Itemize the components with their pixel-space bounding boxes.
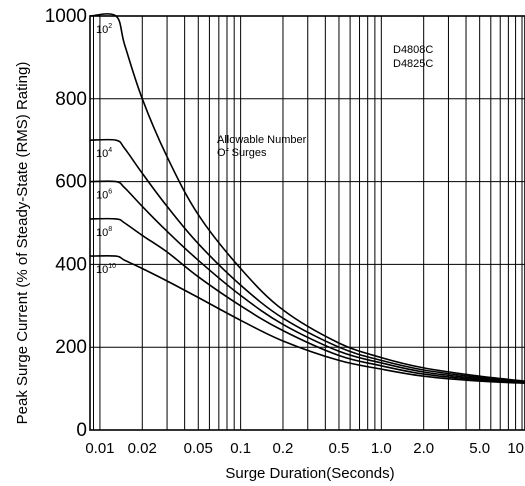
legend-d4808c: D4808C — [393, 44, 433, 56]
tick-labels: 0 200 400 600 800 1000 0.01 0.02 0.05 0.1 0.2 0.5 1.… — [45, 6, 524, 457]
x-tick-label: 2.0 — [413, 440, 434, 457]
x-tick-label: 0.1 — [230, 440, 251, 457]
series-line-10e8 — [89, 217, 525, 384]
x-tick-label: 0.05 — [184, 440, 213, 457]
series-line-10e2 — [89, 13, 525, 382]
x-tick-label: 0.5 — [329, 440, 350, 457]
series-label-10e2: 102 — [96, 23, 112, 36]
grid — [89, 15, 525, 431]
x-tick-label: 0.02 — [128, 440, 157, 457]
y-tick-label: 800 — [55, 89, 87, 110]
annotation-of-surges: Of Surges — [217, 147, 267, 159]
x-tick-label: 0.2 — [273, 440, 294, 457]
legend-d4825c: D4825C — [393, 58, 433, 70]
series-line-10e6 — [89, 180, 525, 383]
y-axis-label: Peak Surge Current (% of Steady-State (R… — [14, 62, 31, 425]
x-tick-label: 1.0 — [371, 440, 392, 457]
x-tick-label: 10 — [507, 440, 524, 457]
annotation-allowable-number: Allowable Number — [217, 134, 307, 146]
series-labels: 102 104 106 108 1010 — [96, 23, 116, 276]
x-tick-label: 0.01 — [85, 440, 114, 457]
x-axis-label: Surge Duration(Seconds) — [225, 465, 394, 482]
y-tick-label: 600 — [55, 172, 87, 193]
series-lines — [89, 13, 525, 384]
series-label-10e8: 108 — [96, 226, 112, 239]
x-tick-label: 5.0 — [469, 440, 490, 457]
series-line-10e10 — [89, 254, 525, 384]
y-tick-label: 200 — [55, 337, 87, 358]
series-label-10e6: 106 — [96, 189, 112, 202]
y-tick-label: 400 — [55, 254, 87, 275]
y-tick-label: 1000 — [45, 6, 87, 27]
y-tick-label: 0 — [76, 420, 87, 441]
series-line-10e4 — [89, 138, 525, 383]
series-label-10e4: 104 — [96, 147, 112, 160]
series-label-10e10: 1010 — [96, 263, 116, 276]
